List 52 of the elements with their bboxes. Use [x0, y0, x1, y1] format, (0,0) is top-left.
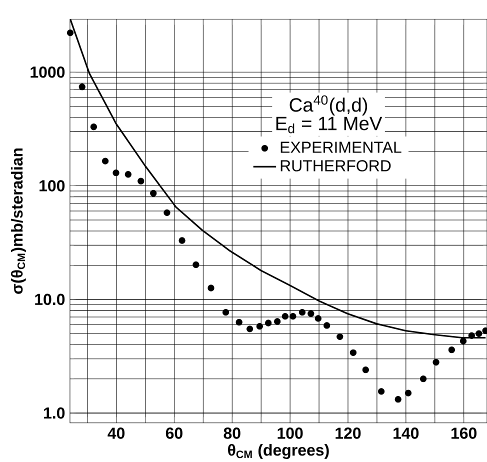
point: [290, 312, 296, 320]
point: [282, 312, 288, 320]
y-tick-label: 1000: [30, 66, 65, 78]
point: [350, 349, 357, 356]
point: [164, 209, 170, 216]
y-tick-label: 10.0: [35, 294, 65, 305]
point: [448, 346, 456, 353]
point: [314, 314, 322, 322]
point: [102, 158, 109, 164]
x-tick-label: 140: [394, 427, 419, 439]
point: [362, 366, 369, 374]
point: [420, 375, 427, 382]
point: [246, 325, 254, 332]
point: [432, 358, 440, 366]
legend-label: EXPERIMENTAL: [280, 142, 402, 153]
point: [265, 320, 272, 326]
point: [378, 388, 385, 395]
x-tick-label: 100: [278, 427, 303, 439]
point: [222, 308, 230, 316]
point: [150, 190, 157, 196]
point: [208, 284, 214, 292]
y-tick-label: 100: [40, 180, 65, 192]
point: [298, 308, 306, 316]
point: [274, 318, 281, 325]
point: [178, 236, 186, 244]
point: [78, 83, 86, 90]
point: [394, 396, 402, 403]
point: [90, 123, 98, 130]
annotation: Ca$^{40}$(d,d): [290, 95, 368, 116]
x-tick-label: 160: [452, 427, 477, 439]
y-tick-label: 1.0: [44, 407, 65, 419]
point: [468, 332, 475, 339]
point: [308, 310, 314, 317]
y-axis-title: σ(θ$_{CM}$)mb/steradian: [10, 148, 26, 294]
point: [256, 322, 263, 330]
point: [192, 261, 200, 268]
point: [404, 390, 412, 396]
legend-label: RUTHERFORD: [280, 160, 391, 172]
x-tick-label: 120: [336, 427, 361, 439]
point: [138, 178, 144, 184]
point: [236, 318, 242, 326]
x-tick-label: 80: [224, 427, 240, 439]
point: [460, 338, 467, 344]
x-axis-title: θ$_{CM}$ (degrees): [228, 444, 329, 459]
point: [124, 170, 132, 178]
x-tick-label: 60: [166, 427, 182, 439]
point: [66, 29, 74, 36]
point: [112, 169, 120, 176]
annotation: E$_{d}$ = 11 MeV: [276, 116, 382, 134]
x-tick-label: 40: [108, 427, 125, 439]
point: [324, 322, 330, 329]
point: [336, 333, 344, 340]
